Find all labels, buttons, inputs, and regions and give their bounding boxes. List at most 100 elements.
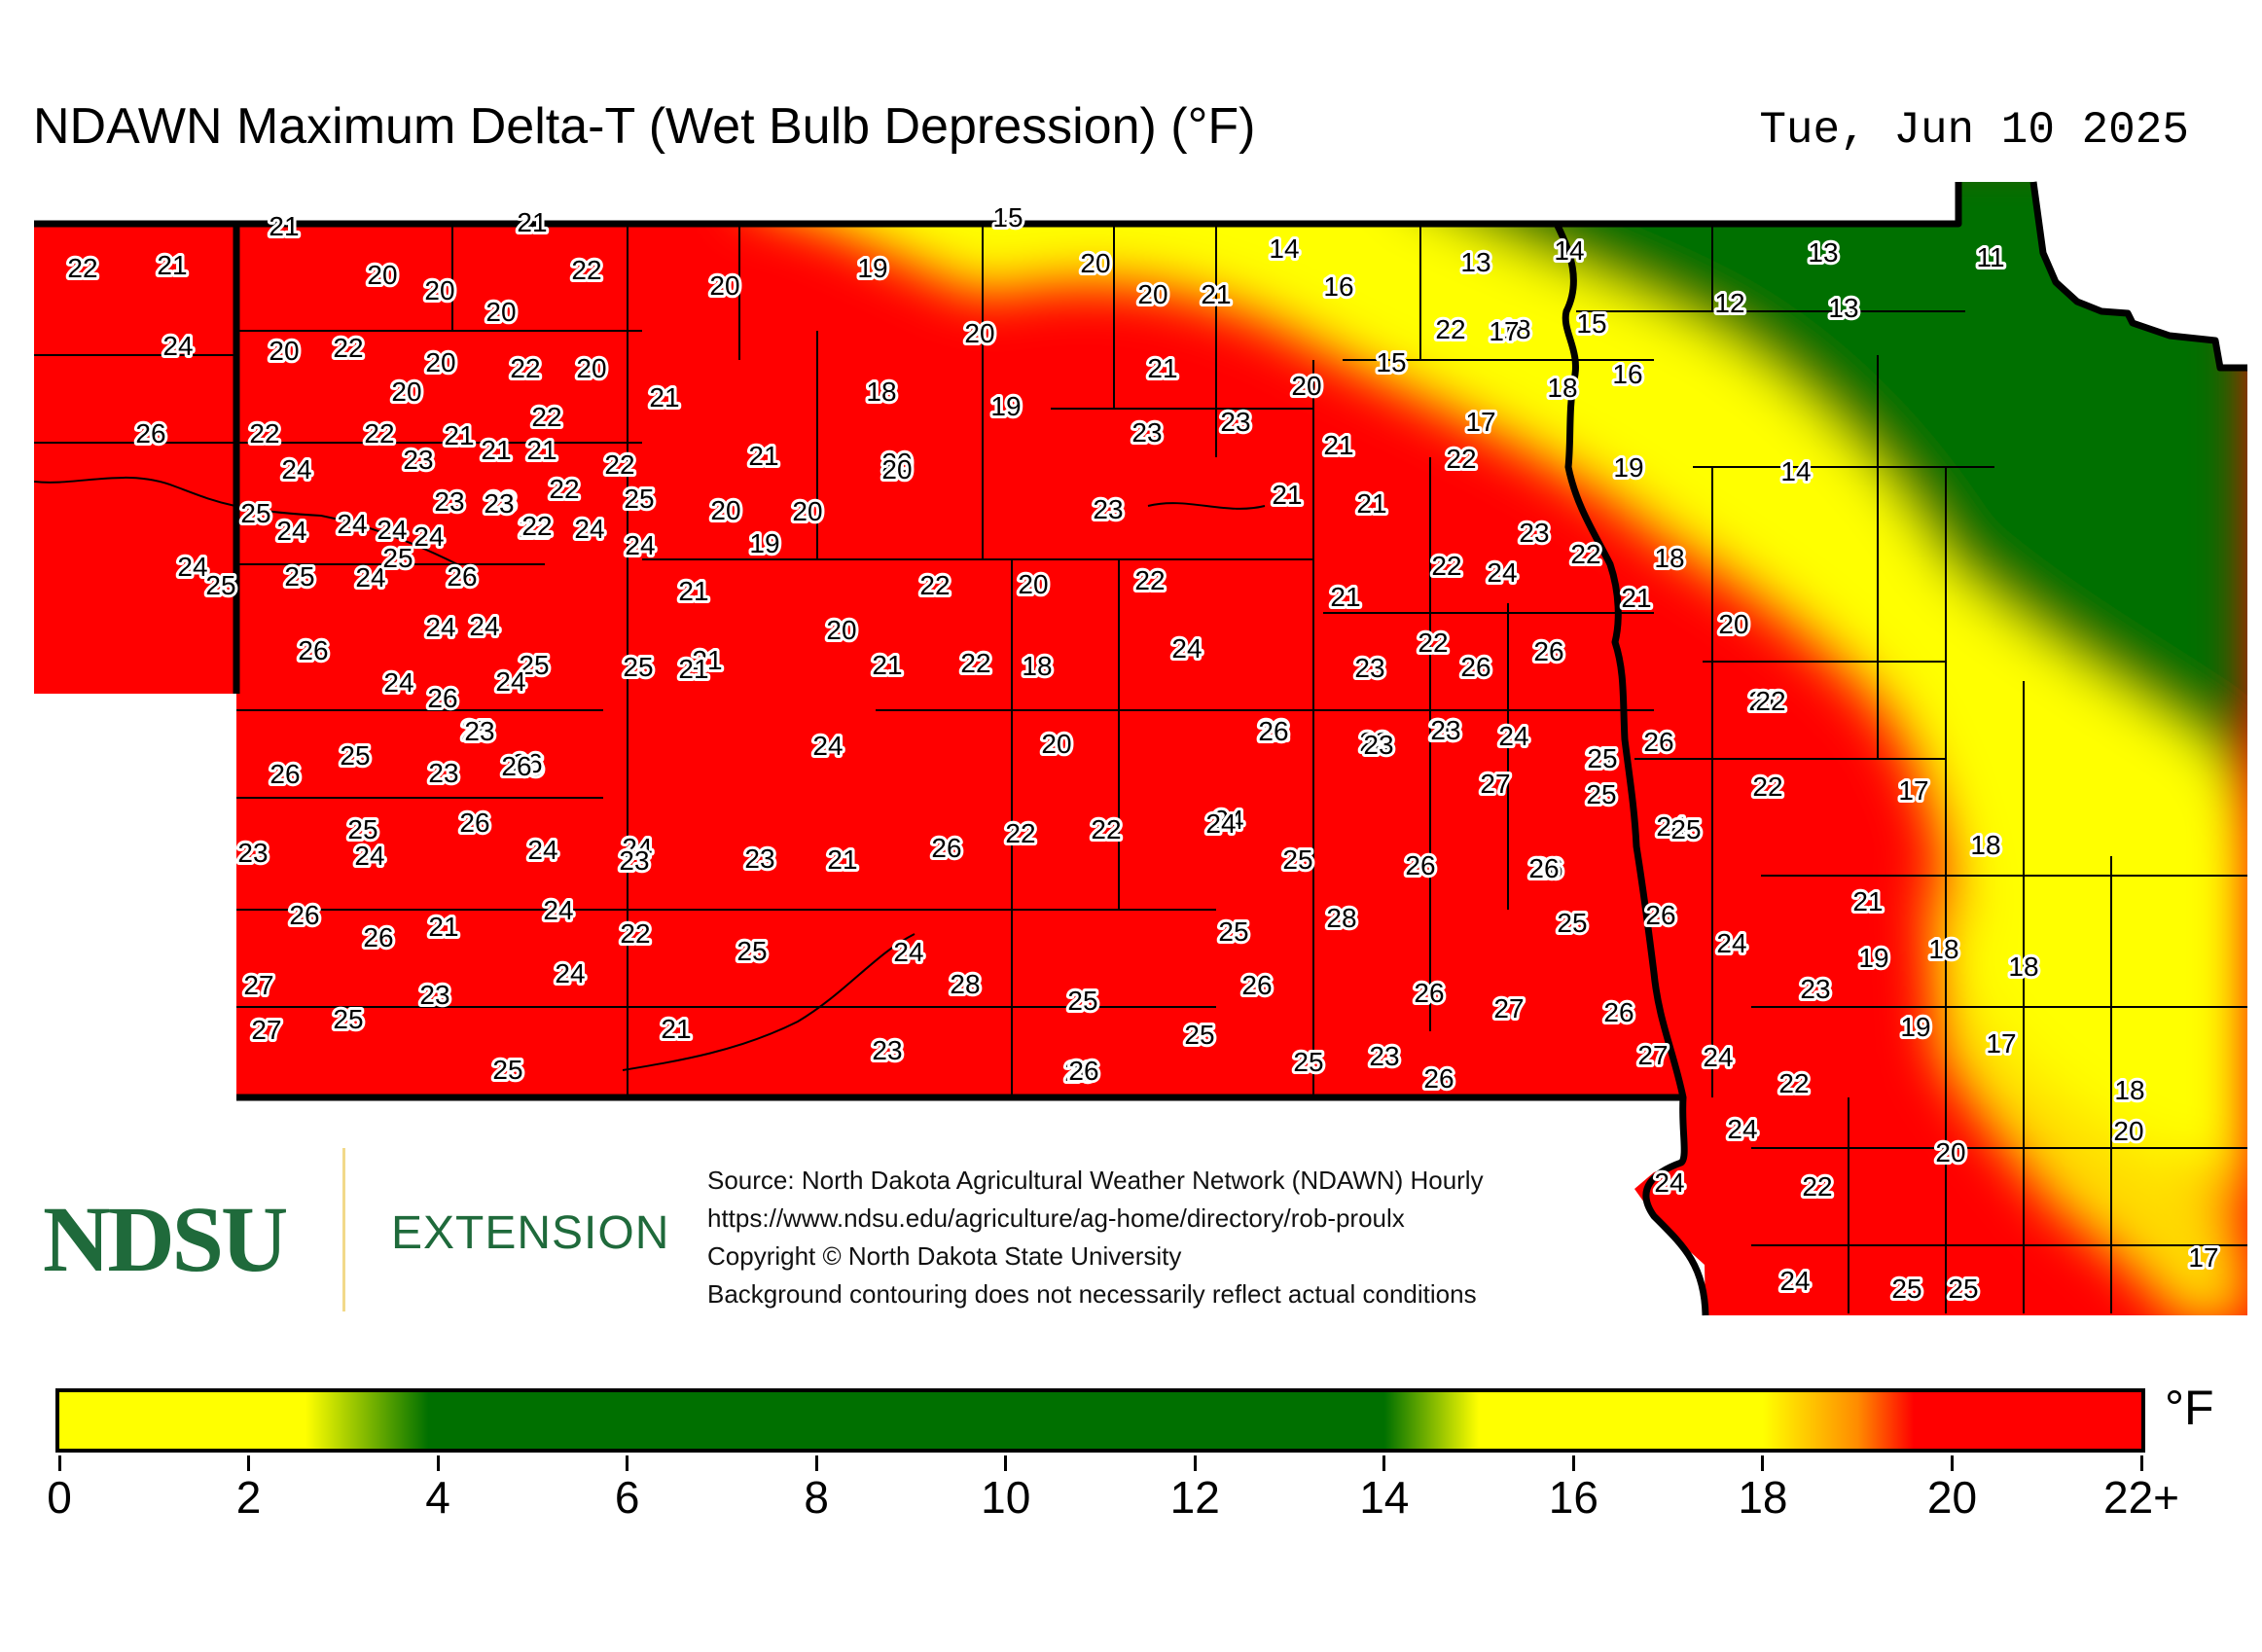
unit-label: °F xyxy=(2165,1381,2214,1435)
station-value: 18 xyxy=(1547,373,1577,403)
station-value: 23 xyxy=(1093,494,1123,524)
station-value: 23 xyxy=(1369,1041,1399,1071)
station-value: 23 xyxy=(1363,730,1393,760)
station-value: 14 xyxy=(1780,456,1811,486)
station-value: 24 xyxy=(495,666,525,697)
scale-tick xyxy=(1950,1455,1954,1471)
station-value: 24 xyxy=(1171,633,1202,664)
station-value: 16 xyxy=(1612,359,1642,389)
station-value: 23 xyxy=(1359,727,1389,757)
station-value: 23 xyxy=(744,844,774,874)
station-value: 24 xyxy=(812,731,843,761)
station-value: 26 xyxy=(1423,1063,1454,1094)
station-value: 26 xyxy=(1241,970,1272,1000)
scale-tick-label: 20 xyxy=(1926,1472,1978,1523)
station-value: 21 xyxy=(872,650,902,680)
station-value: 21 xyxy=(428,912,458,942)
station-value: 20 xyxy=(792,496,822,526)
station-value: 21 xyxy=(748,441,778,471)
station-value: 17 xyxy=(1465,407,1495,437)
station-value: 18 xyxy=(1654,543,1684,573)
station-value: 25 xyxy=(736,936,767,966)
station-value: 20 xyxy=(1291,371,1321,401)
station-value: 13 xyxy=(1828,293,1858,323)
station-value: 16 xyxy=(1323,271,1353,302)
station-value: 22 xyxy=(1091,814,1121,844)
station-value: 21 xyxy=(1272,480,1302,510)
station-value: 21 xyxy=(444,420,474,450)
station-value: 24 xyxy=(337,509,367,539)
station-value: 26 xyxy=(1460,652,1490,682)
scale-tick xyxy=(626,1455,629,1471)
station-value: 22 xyxy=(620,918,650,949)
station-value: 22 xyxy=(960,648,990,678)
station-value: 18 xyxy=(866,377,896,407)
station-value: 28 xyxy=(1326,903,1356,933)
station-value: 24 xyxy=(1654,1167,1684,1198)
scale-tick xyxy=(1193,1455,1197,1471)
station-value: 21 xyxy=(1852,886,1883,916)
station-value: 27 xyxy=(1637,1040,1668,1070)
station-value: 21 xyxy=(1356,488,1386,519)
scale-tick-label: 12 xyxy=(1169,1472,1220,1523)
station-value: 25 xyxy=(205,570,235,600)
station-value: 14 xyxy=(1269,233,1299,264)
station-value: 11 xyxy=(1976,242,2004,272)
station-value: 22 xyxy=(1802,1171,1832,1202)
station-value: 19 xyxy=(1858,943,1888,973)
station-value: 20 xyxy=(1041,729,1071,759)
station-value: 24 xyxy=(177,552,207,582)
station-value: 20 xyxy=(881,448,912,478)
station-value: 24 xyxy=(281,454,311,485)
scale-tick-label: 18 xyxy=(1738,1472,1788,1523)
station-value: 22 xyxy=(919,570,950,600)
station-value: 23 xyxy=(1519,518,1549,548)
station-value: 21 xyxy=(692,645,722,675)
logo-divider xyxy=(342,1148,345,1311)
station-value: 26 xyxy=(459,808,489,838)
station-value: 25 xyxy=(284,561,314,592)
station-value: 22 xyxy=(1570,539,1600,569)
scale-tick xyxy=(1004,1455,1008,1471)
station-value: 12 xyxy=(1714,288,1744,318)
station-value: 20 xyxy=(1935,1137,1965,1167)
station-value: 18 xyxy=(1022,651,1052,681)
station-value: 21 xyxy=(678,576,708,606)
station-value: 18 xyxy=(1500,314,1530,344)
station-value: 26 xyxy=(1405,850,1435,880)
station-value: 18 xyxy=(2008,952,2038,982)
source-line: Source: North Dakota Agricultural Weathe… xyxy=(707,1166,1484,1195)
station-value: 20 xyxy=(710,495,740,525)
station-value: 24 xyxy=(1727,1114,1757,1144)
station-value: 20 xyxy=(425,347,455,377)
station-value: 24 xyxy=(354,841,384,871)
station-value: 25 xyxy=(347,814,377,844)
station-value: 25 xyxy=(382,543,413,573)
station-value: 22 xyxy=(549,474,579,504)
station-value: 24 xyxy=(1703,1042,1733,1072)
station-value: 23 xyxy=(403,445,433,475)
station-value: 25 xyxy=(623,652,653,682)
station-value: 20 xyxy=(826,615,856,645)
color-scale-bar xyxy=(55,1388,2145,1453)
scale-tick xyxy=(1382,1455,1386,1471)
station-value: 23 xyxy=(1131,417,1162,448)
station-value: 21 xyxy=(1201,279,1231,309)
station-value: 24 xyxy=(425,612,455,642)
station-value: 25 xyxy=(1293,1047,1323,1077)
station-value: 23 xyxy=(1430,715,1460,745)
station-value: 24 xyxy=(383,667,413,698)
station-value: 22 xyxy=(333,333,363,363)
station-value: 23 xyxy=(1220,407,1250,437)
station-value: 23 xyxy=(1354,653,1384,683)
station-value: 22 xyxy=(67,253,97,283)
station-value: 26 xyxy=(298,635,328,665)
station-value: 24 xyxy=(1498,721,1528,751)
scale-tick xyxy=(1571,1455,1575,1471)
scale-tick-label: 6 xyxy=(614,1472,640,1523)
extension-logo-text: EXTENSION xyxy=(391,1207,670,1259)
station-value: 21 xyxy=(649,382,679,413)
station-value: 26 xyxy=(1429,715,1459,745)
station-value: 19 xyxy=(749,528,779,558)
station-value: 23 xyxy=(872,1035,902,1065)
